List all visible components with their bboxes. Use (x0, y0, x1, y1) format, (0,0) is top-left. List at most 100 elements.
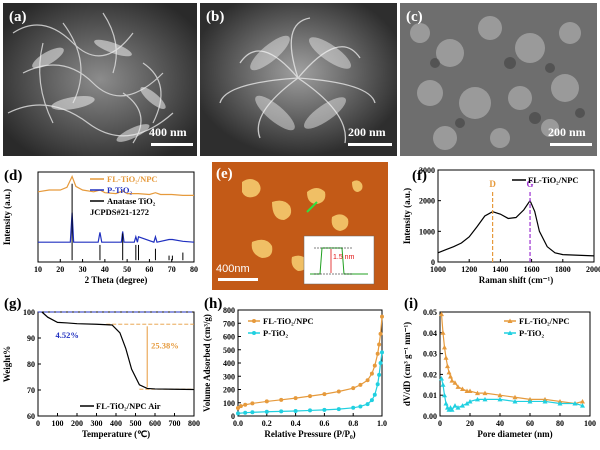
panel-label: (f) (412, 168, 427, 184)
y-tick-label: 500 (223, 346, 235, 355)
scale-bar-b (348, 143, 392, 146)
x-tick-label: 0 (438, 419, 442, 428)
pore-p-tio2-point (542, 398, 548, 404)
pore-fl-tio2-npc-point (455, 384, 461, 389)
y-tick-label: 800 (223, 306, 235, 315)
bet-fl-tio2-npc-point (238, 404, 243, 409)
pore-fl-tio2-npc-point (449, 378, 455, 383)
legend-label: P-TiO₂ (519, 328, 545, 338)
x-tick-label: 0 (36, 419, 40, 428)
plot-frame (37, 171, 195, 263)
bet-fl-tio2-npc-point (322, 392, 327, 397)
pore-chart-svg: 0 20 40 60 80 100 0.00 0.01 0.02 0.03 0.04 0.05 Pore… (402, 296, 596, 439)
pore-p-tio2-point (497, 396, 503, 402)
legend-label: JCPDS#21-1272 (90, 207, 149, 217)
bet-fl-tio2-npc-point (279, 397, 284, 402)
panel-c-sem-image: (c) 200 nm (400, 3, 597, 156)
y-tick-label: 3000 (419, 166, 435, 175)
x-tick-label: 700 (169, 419, 181, 428)
raman-spectrum-line (437, 199, 595, 257)
y-axis-label: Intensity (a.u.) (402, 188, 412, 244)
pore-fl-tio2-npc-point (512, 394, 518, 400)
x-tick-label: 200 (71, 419, 83, 428)
pore-fl-tio2-npc-point (452, 380, 458, 385)
x-tick-label: 1200 (461, 265, 477, 274)
bet-p-tio2-point (243, 410, 248, 415)
panel-label: (i) (404, 296, 418, 312)
bet-p-tio2-point (375, 382, 380, 387)
xrd-fl-tio2-npc-line (37, 174, 194, 197)
bet-fl-tio2-npc-point (365, 378, 370, 383)
bet-p-tio2-point (322, 407, 327, 412)
pore-p-tio2-point (439, 376, 444, 381)
legend-marker (252, 331, 256, 335)
bet-fl-tio2-npc-point (378, 331, 383, 336)
x-tick-label: 100 (584, 419, 596, 428)
pore-fl-tio2-npc-point (482, 390, 488, 396)
pore-fl-tio2-npc-point (443, 355, 449, 360)
y-tick-label: 300 (223, 372, 235, 381)
pore-p-tio2-point (455, 405, 461, 410)
x-tick-label: 40 (101, 265, 109, 274)
x-tick-label: 400 (110, 419, 122, 428)
y-axis-label: Weight% (2, 346, 12, 383)
y-tick-label: 600 (223, 333, 235, 342)
pore-fl-tio2-npc-point (445, 363, 450, 369)
bet-p-tio2-point (250, 410, 255, 415)
legend-label: FL-TiO₂/NPC (107, 174, 158, 184)
bet-p-tio2-point (351, 405, 356, 410)
y-tick-label: 0.04 (423, 329, 437, 338)
pore-fl-tio2-npc-point (446, 369, 452, 375)
bet-fl-tio2-npc-point (358, 382, 363, 387)
x-tick-label: 80 (556, 419, 564, 428)
panel-i-pore-chart: 0 20 40 60 80 100 0.00 0.01 0.02 0.03 0.04 0.05 Pore… (400, 292, 600, 450)
x-tick-label: 300 (91, 419, 103, 428)
pore-fl-tio2-npc-point (467, 388, 473, 394)
bet-fl-tio2-npc-point (351, 386, 356, 391)
y-tick-label: 700 (223, 319, 235, 328)
y-tick-label: 60 (27, 412, 35, 421)
x-axis-label: Relative Pressure (P/P₀) (264, 429, 355, 439)
raman-chart-svg: 1000 1200 1400 1600 1800 20000100020003000Ram… (402, 166, 600, 285)
y-tick-label: 80 (27, 360, 35, 369)
bet-fl-tio2-npc-point (250, 401, 255, 406)
pore-p-tio2-point (460, 403, 465, 408)
x-tick-label: 0.0 (233, 419, 243, 428)
sem-a-texture (3, 3, 197, 156)
pore-p-tio2-line (440, 378, 583, 411)
bet-fl-tio2-npc-point (336, 389, 341, 394)
panel-d-xrd-chart: 10 20 30 40 50 60 70 80 2 Theta (degree) Intensit… (0, 160, 200, 288)
y-tick-label: 0 (231, 412, 235, 421)
x-tick-label: 20 (466, 419, 474, 428)
x-axis-label: Temperature (℃) (82, 429, 150, 439)
scale-bar-label-e: 400nm (216, 263, 250, 275)
tga-annotation-low: 4.52% (56, 330, 79, 340)
x-tick-label: 40 (496, 419, 504, 428)
scale-bar-c (550, 143, 592, 146)
bet-fl-tio2-npc-point (377, 342, 382, 347)
bet-p-tio2-point (358, 404, 363, 409)
afm-inset-height-label: 1.5 nm (333, 254, 355, 261)
y-tick-label: 0.01 (423, 391, 437, 400)
x-tick-label: 100 (52, 419, 64, 428)
panel-h-bet-chart: 0.0 0.2 0.4 0.6 0.8 1.0 0 100 200 300 400 500 600 700… (200, 292, 400, 450)
plot-frame (437, 169, 595, 263)
x-tick-label: 60 (145, 265, 153, 274)
panel-a-sem-image: (a) 400 nm (3, 3, 197, 156)
legend-label: P-TiO₂ (107, 185, 133, 195)
x-tick-label: 0.4 (291, 419, 301, 428)
legend-label: FL-TiO₂/NPC (519, 316, 570, 326)
panel-f-raman-chart: 1000 1200 1400 1600 1800 2000 0 1000 2000 3000 Ram… (400, 160, 600, 288)
pore-p-tio2-point (580, 403, 585, 408)
bet-p-tio2-point (377, 372, 382, 377)
panel-label: (g) (4, 296, 22, 312)
pore-fl-tio2-npc-point (580, 398, 585, 404)
pore-p-tio2-point (557, 401, 563, 406)
pore-fl-tio2-npc-point (448, 373, 453, 379)
pore-p-tio2-point (452, 403, 458, 408)
y-tick-label: 70 (27, 386, 35, 395)
y-axis-label: Intensity (a.u.) (2, 189, 12, 245)
bet-fl-tio2-npc-point (369, 371, 374, 376)
y-tick-label: 0.03 (423, 350, 437, 359)
x-tick-label: 30 (79, 265, 87, 274)
